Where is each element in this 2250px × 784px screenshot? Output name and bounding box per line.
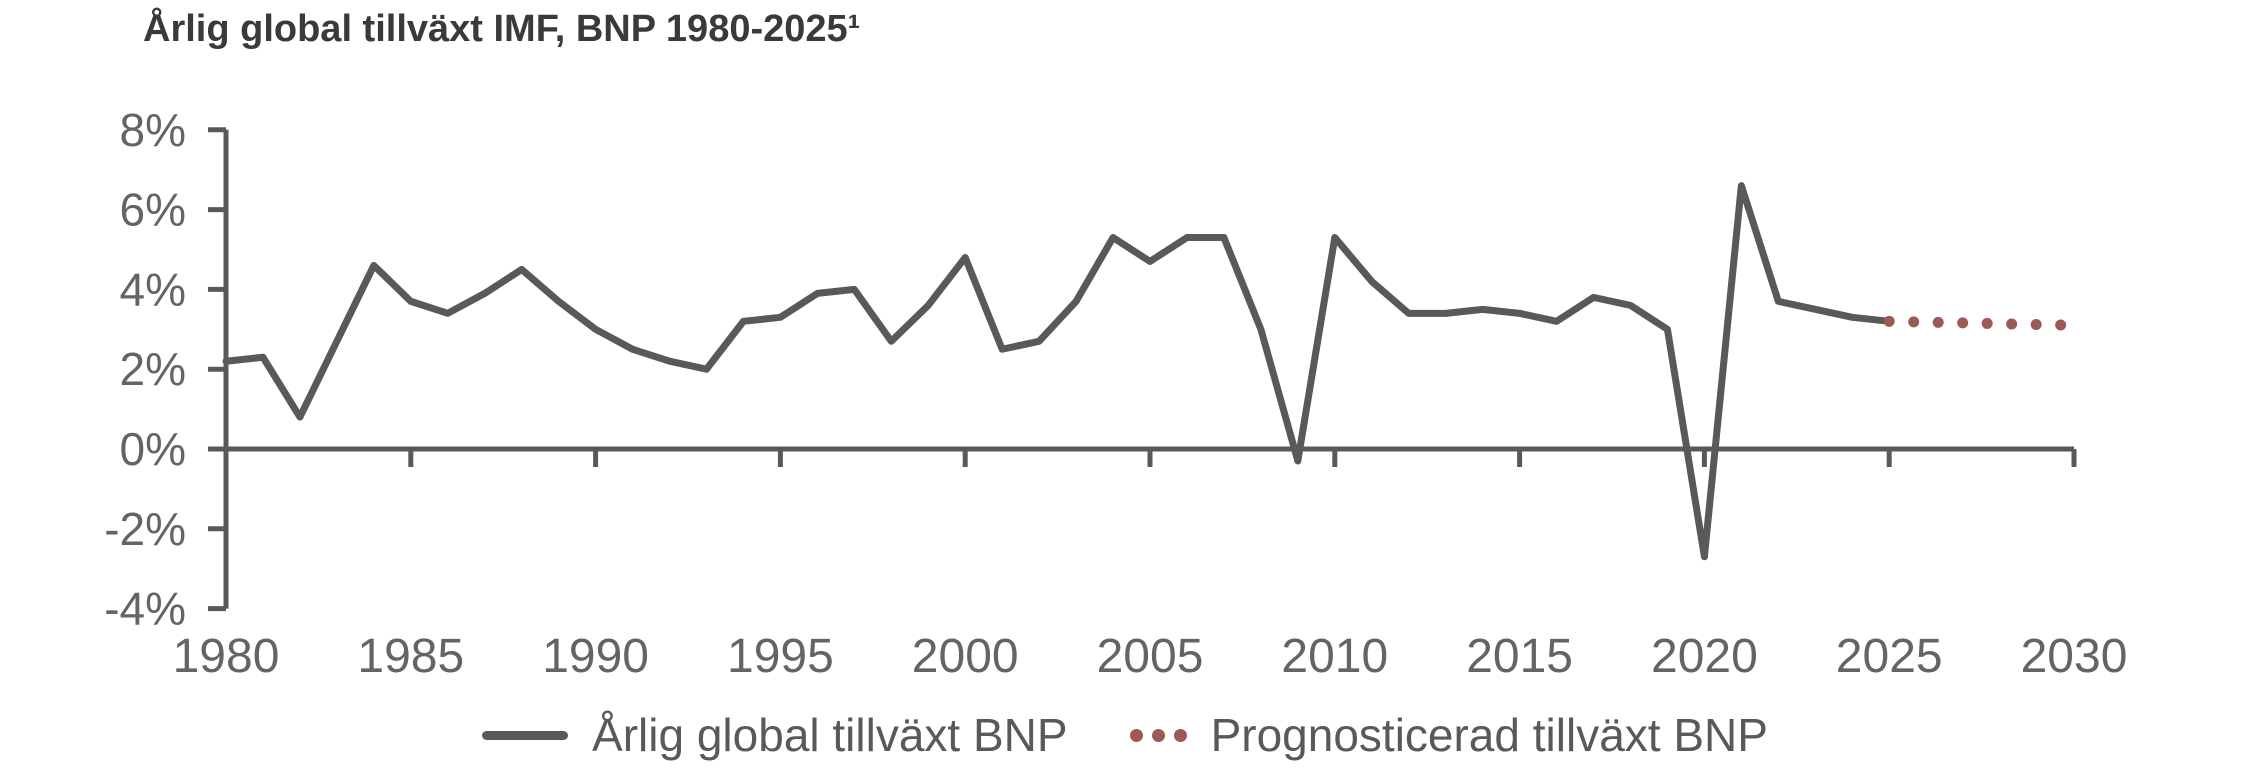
x-tick-label: 1980 bbox=[173, 630, 280, 683]
x-tick-label: 2005 bbox=[1097, 630, 1204, 683]
x-tick-label: 2010 bbox=[1281, 630, 1388, 683]
x-tick-label: 2025 bbox=[1836, 630, 1943, 683]
gdp-growth-line bbox=[222, 182, 1893, 561]
y-tick-label: 4% bbox=[120, 263, 186, 315]
y-tick-label: 8% bbox=[120, 104, 186, 156]
x-tick-label: 2030 bbox=[2021, 630, 2128, 683]
chart-title: Årlig global tillväxt IMF, BNP 1980-2025… bbox=[143, 8, 861, 50]
legend: Årlig global tillväxt BNP Prognosticerad… bbox=[0, 700, 2250, 770]
x-tick-label: 1990 bbox=[542, 630, 649, 683]
legend-actual-label: Årlig global tillväxt BNP bbox=[592, 709, 1068, 761]
legend-solid-line-swatch bbox=[482, 730, 569, 740]
y-tick-label: 2% bbox=[120, 343, 186, 395]
x-tick-label: 2015 bbox=[1466, 630, 1573, 683]
legend-dot-icon bbox=[1151, 728, 1165, 742]
legend-forecast-label: Prognosticerad tillväxt BNP bbox=[1210, 709, 1768, 761]
y-tick-label: 6% bbox=[120, 184, 186, 236]
legend-dot-icon bbox=[1129, 728, 1143, 742]
x-tick-label: 2000 bbox=[912, 630, 1019, 683]
y-tick-label: 0% bbox=[120, 423, 186, 475]
legend-dot-icon bbox=[1173, 728, 1187, 742]
forecast-dotted-line bbox=[1883, 315, 2080, 331]
x-tick-label: 1995 bbox=[727, 630, 834, 683]
y-tick-label: -4% bbox=[104, 583, 186, 635]
legend-dots-swatch bbox=[1129, 728, 1187, 742]
x-tick-label: 1985 bbox=[357, 630, 464, 683]
y-tick-label: -2% bbox=[104, 503, 186, 555]
x-tick-label: 2020 bbox=[1651, 630, 1758, 683]
